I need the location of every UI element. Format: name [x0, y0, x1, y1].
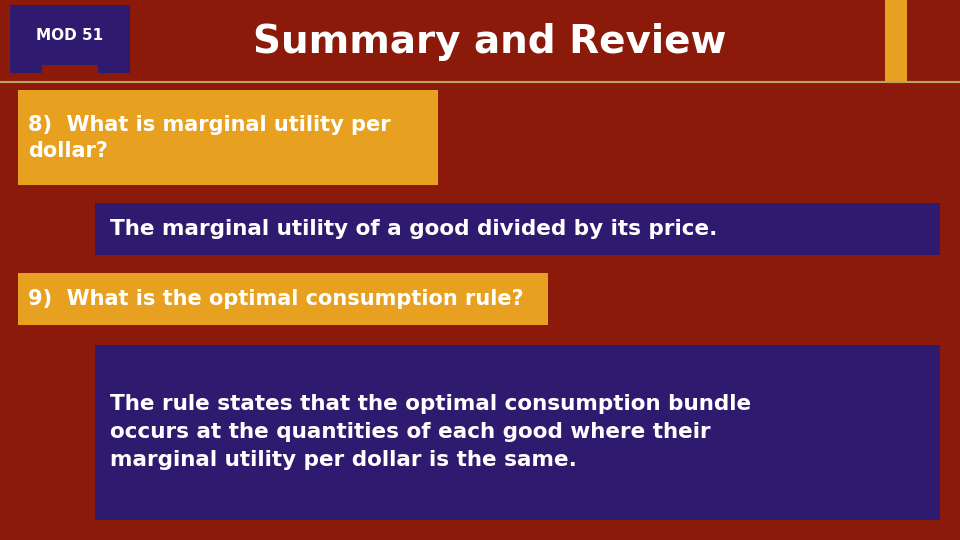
- FancyBboxPatch shape: [18, 273, 548, 325]
- FancyBboxPatch shape: [95, 203, 940, 255]
- Text: 8)  What is marginal utility per
dollar?: 8) What is marginal utility per dollar?: [28, 115, 391, 161]
- FancyBboxPatch shape: [95, 345, 940, 520]
- Text: The rule states that the optimal consumption bundle
occurs at the quantities of : The rule states that the optimal consump…: [110, 394, 751, 470]
- FancyBboxPatch shape: [885, 0, 907, 82]
- Text: 9)  What is the optimal consumption rule?: 9) What is the optimal consumption rule?: [28, 289, 523, 309]
- Text: The marginal utility of a good divided by its price.: The marginal utility of a good divided b…: [110, 219, 717, 239]
- Text: MOD 51: MOD 51: [36, 28, 104, 43]
- FancyBboxPatch shape: [42, 65, 98, 77]
- FancyBboxPatch shape: [10, 5, 130, 73]
- Text: Summary and Review: Summary and Review: [253, 23, 727, 61]
- FancyBboxPatch shape: [0, 0, 960, 80]
- FancyBboxPatch shape: [18, 90, 438, 185]
